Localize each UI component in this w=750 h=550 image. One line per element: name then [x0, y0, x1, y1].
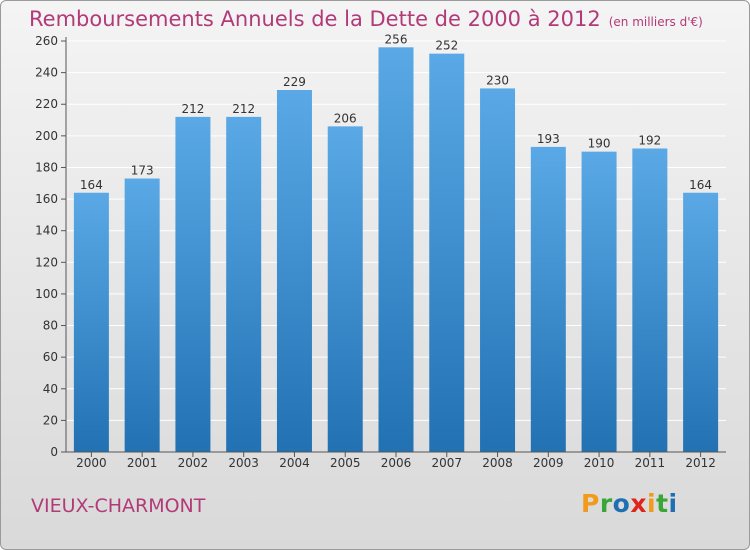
- data-label: 192: [638, 133, 661, 147]
- bar: [683, 192, 719, 452]
- logo-letter: o: [612, 489, 631, 518]
- y-tick-label: 0: [50, 445, 58, 459]
- y-tick-label: 120: [35, 255, 58, 269]
- bar: [581, 151, 617, 452]
- data-label: 164: [80, 178, 103, 192]
- axes: [61, 37, 726, 457]
- logo-letter: t: [656, 489, 669, 518]
- y-tick-label: 40: [43, 382, 58, 396]
- bar: [226, 116, 262, 452]
- x-tick-label: 2006: [381, 456, 412, 470]
- y-tick-label: 200: [35, 129, 58, 143]
- data-label: 173: [131, 164, 154, 178]
- data-label: 230: [486, 73, 509, 87]
- x-tick-label: 2005: [330, 456, 361, 470]
- x-tick-label: 2011: [635, 456, 666, 470]
- y-tick-label: 240: [35, 66, 58, 80]
- commune-name: VIEUX-CHARMONT: [31, 495, 206, 517]
- bar: [276, 90, 312, 452]
- y-tick-label: 220: [35, 97, 58, 111]
- logo-letter: i: [647, 489, 657, 518]
- bars: [73, 47, 719, 453]
- data-label: 212: [181, 102, 204, 116]
- bar: [378, 47, 414, 452]
- chart-title: Remboursements Annuels de la Dette de 20…: [29, 7, 703, 31]
- y-tick-label: 60: [43, 350, 58, 364]
- logo-letter: P: [581, 489, 600, 518]
- x-tick-label: 2008: [482, 456, 513, 470]
- bar: [73, 192, 109, 452]
- x-tick-label: 2007: [431, 456, 462, 470]
- y-tick-label: 100: [35, 287, 58, 301]
- y-tick-label: 20: [43, 413, 58, 427]
- data-label: 229: [283, 75, 306, 89]
- bar: [530, 146, 566, 452]
- logo-letter: x: [630, 489, 647, 518]
- chart-subtitle: (en milliers d'€): [608, 15, 703, 29]
- x-tick-label: 2003: [228, 456, 259, 470]
- labels: 0 20 40 60 80 100 120 140 160 180 200 220 240 260 164 2…: [35, 32, 716, 470]
- bar: [480, 88, 516, 452]
- data-label: 256: [385, 32, 408, 46]
- logo-letter: i: [668, 489, 678, 518]
- y-tick-label: 160: [35, 192, 58, 206]
- data-label: 193: [537, 132, 560, 146]
- data-label: 252: [435, 39, 458, 53]
- bar: [429, 53, 465, 453]
- bar: [327, 126, 363, 452]
- data-label: 190: [588, 137, 611, 151]
- x-tick-label: 2012: [685, 456, 716, 470]
- x-tick-label: 2002: [178, 456, 209, 470]
- y-tick-label: 260: [35, 34, 58, 48]
- bar: [175, 116, 211, 452]
- logo-letter: r: [599, 489, 613, 518]
- x-tick-label: 2010: [584, 456, 615, 470]
- data-label: 164: [689, 178, 712, 192]
- y-tick-label: 80: [43, 319, 58, 333]
- y-tick-label: 140: [35, 224, 58, 238]
- data-label: 206: [334, 111, 357, 125]
- x-tick-label: 2001: [127, 456, 158, 470]
- bar: [124, 178, 160, 452]
- x-tick-label: 2009: [533, 456, 564, 470]
- bar: [632, 148, 668, 452]
- y-tick-label: 180: [35, 160, 58, 174]
- x-tick-label: 2004: [279, 456, 310, 470]
- x-tick-label: 2000: [76, 456, 107, 470]
- title-text: Remboursements Annuels de la Dette de 20…: [29, 7, 601, 31]
- data-label: 212: [232, 102, 255, 116]
- proxiti-logo[interactable]: Proxiti: [581, 489, 678, 518]
